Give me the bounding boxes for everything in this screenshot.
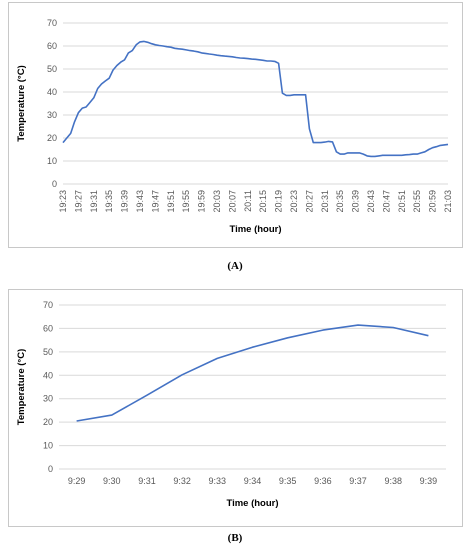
chart-a-x-tick-label: 19:39 xyxy=(120,190,130,213)
chart-a-x-tick-label: 19:59 xyxy=(197,190,207,213)
chart-b-x-tick-label: 9:38 xyxy=(384,476,402,486)
chart-b-x-tick-label: 9:35 xyxy=(279,476,297,486)
chart-a-x-tick-label: 20:51 xyxy=(397,190,407,213)
chart-a-x-tick-label: 20:35 xyxy=(335,190,345,213)
chart-a-x-tick-label: 19:31 xyxy=(89,190,99,213)
chart-a-y-tick-label: 30 xyxy=(47,110,57,120)
chart-a-x-tick-label: 19:51 xyxy=(166,190,176,213)
chart-b-y-tick-label: 50 xyxy=(43,347,53,357)
chart-b-x-axis-label: Time (hour) xyxy=(226,498,278,509)
chart-b-x-tick-label: 9:30 xyxy=(103,476,121,486)
chart-b-y-tick-label: 10 xyxy=(43,441,53,451)
chart-a-x-tick-label: 20:31 xyxy=(320,190,330,213)
chart-a-x-tick-label: 19:43 xyxy=(135,190,145,213)
chart-a-y-axis-label: Temperature (°C) xyxy=(16,65,27,141)
chart-a-y-tick-label: 40 xyxy=(47,87,57,97)
caption-b: (B) xyxy=(227,532,243,544)
chart-a-x-tick-label: 20:11 xyxy=(243,190,253,212)
chart-b-y-tick-label: 60 xyxy=(43,323,53,333)
chart-a-x-tick-label: 19:47 xyxy=(150,190,160,213)
chart-a-x-tick-label: 20:03 xyxy=(212,190,222,213)
chart-a-x-tick-label: 20:07 xyxy=(227,190,237,213)
chart-a-x-tick-label: 20:47 xyxy=(381,190,391,213)
chart-b-y-tick-label: 40 xyxy=(43,370,53,380)
chart-a-x-tick-label: 20:19 xyxy=(274,190,284,213)
chart-a-frame xyxy=(8,2,463,248)
chart-a-x-tick-label: 19:55 xyxy=(181,190,191,213)
chart-b-x-tick-label: 9:36 xyxy=(314,476,332,486)
chart-a-y-tick-label: 70 xyxy=(47,18,57,28)
chart-b-y-tick-label: 0 xyxy=(48,464,53,474)
chart-a-x-tick-label: 20:55 xyxy=(412,190,422,213)
chart-a-y-tick-label: 50 xyxy=(47,64,57,74)
caption-a: (A) xyxy=(227,260,243,272)
chart-b-x-tick-label: 9:34 xyxy=(244,476,262,486)
chart-a-x-tick-label: 20:43 xyxy=(366,190,376,213)
chart-b-y-tick-label: 30 xyxy=(43,394,53,404)
chart-a-x-tick-label: 19:35 xyxy=(104,190,114,213)
chart-b-x-tick-label: 9:29 xyxy=(68,476,86,486)
chart-a-y-tick-label: 20 xyxy=(47,133,57,143)
chart-a-y-tick-label: 0 xyxy=(52,179,57,189)
chart-b-x-tick-label: 9:37 xyxy=(349,476,367,486)
chart-b-y-tick-label: 70 xyxy=(43,300,53,310)
chart-b-x-tick-label: 9:39 xyxy=(420,476,438,486)
chart-b-y-axis-label: Temperature (°C) xyxy=(16,349,27,425)
chart-b-x-tick-label: 9:33 xyxy=(209,476,227,486)
chart-a-series-line xyxy=(62,40,449,158)
chart-b-x-tick-label: 9:32 xyxy=(173,476,191,486)
chart-a-x-tick-label: 21:03 xyxy=(443,190,453,213)
chart-a-x-tick-label: 20:15 xyxy=(258,190,268,213)
chart-b-x-tick-label: 9:31 xyxy=(138,476,156,486)
chart-a-x-tick-label: 20:23 xyxy=(289,190,299,213)
chart-a-x-axis-label: Time (hour) xyxy=(229,224,281,235)
chart-a-y-tick-label: 10 xyxy=(47,156,57,166)
chart-b-y-tick-label: 20 xyxy=(43,417,53,427)
chart-a-x-tick-label: 20:59 xyxy=(428,190,438,213)
chart-a-x-tick-label: 19:27 xyxy=(73,190,83,213)
chart-a-x-tick-label: 20:39 xyxy=(351,190,361,213)
chart-a-x-tick-label: 20:27 xyxy=(304,190,314,213)
chart-b-series-line xyxy=(76,324,429,422)
chart-a-y-tick-label: 60 xyxy=(47,41,57,51)
chart-a-x-tick-label: 19:23 xyxy=(58,190,68,213)
